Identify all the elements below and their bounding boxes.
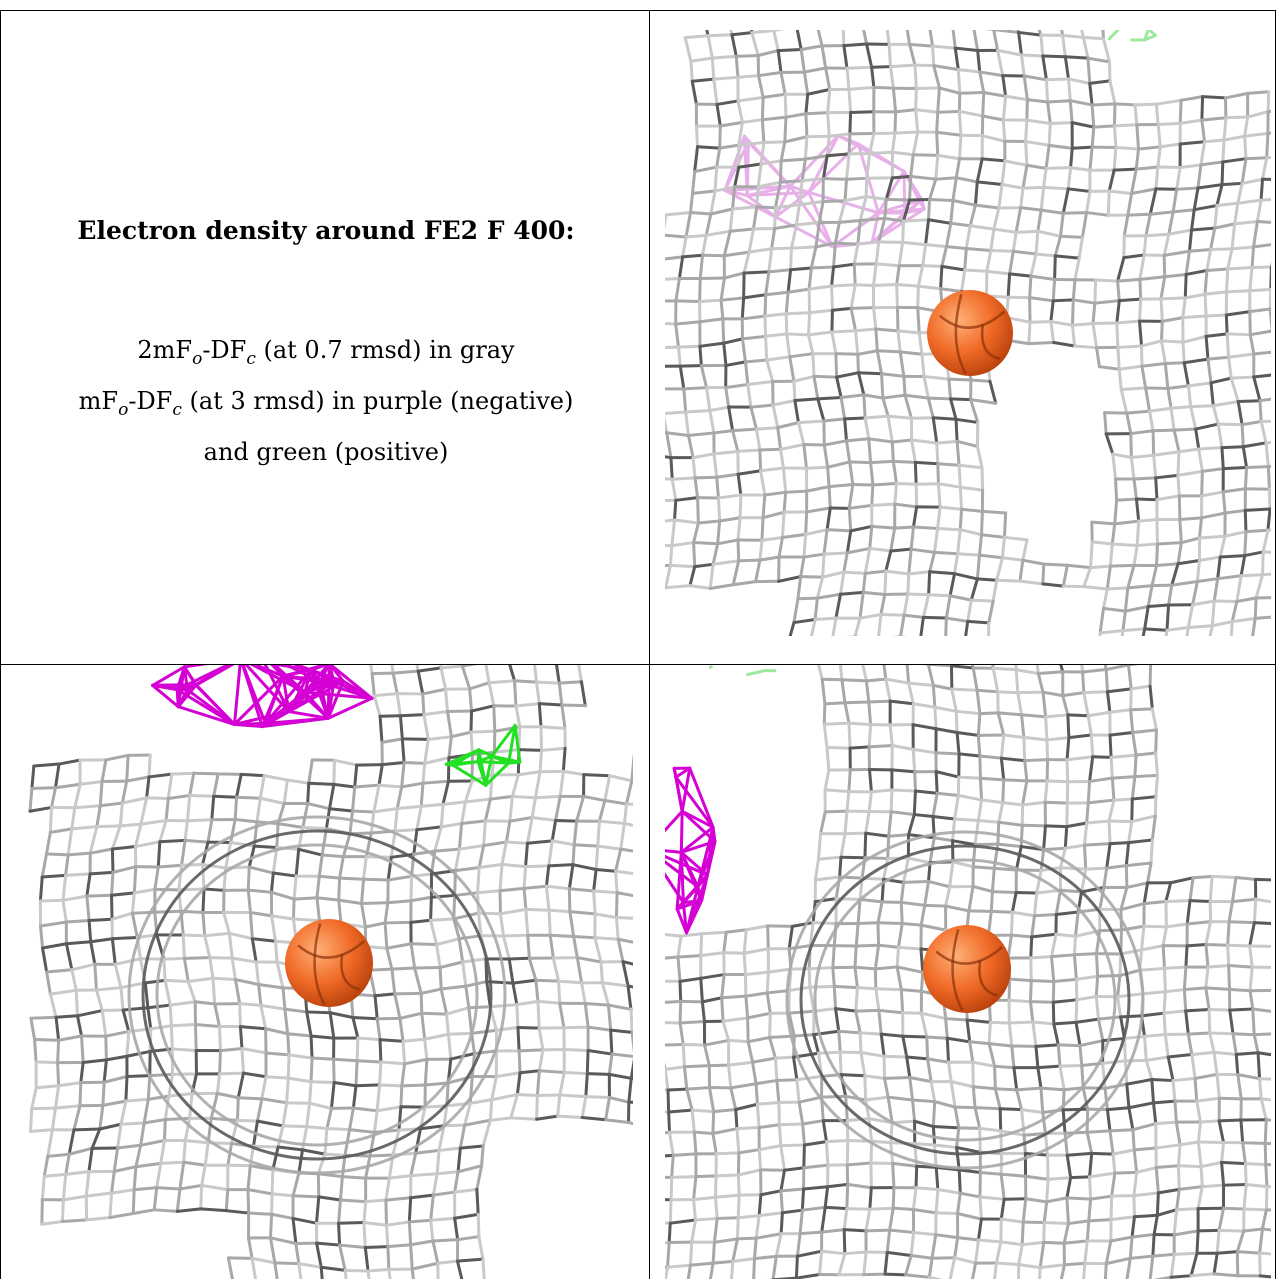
border-left: [0, 10, 1, 1279]
border-middle-horizontal: [0, 664, 1276, 665]
legend: 2mFo-DFc (at 0.7 rmsd) in gray mFo-DFc (…: [1, 329, 649, 473]
negative-density-purple: [665, 766, 717, 935]
positive-density-green: [444, 723, 522, 787]
fe-atom-sphere: [285, 919, 373, 1007]
fe-atom-sphere: [923, 925, 1011, 1013]
legend-line-gray: 2mFo-DFc (at 0.7 rmsd) in gray: [137, 336, 515, 369]
caption-cell: Electron density around FE2 F 400: 2mFo-…: [1, 11, 649, 664]
border-middle-vertical: [649, 10, 650, 1279]
legend-line-positive: and green (positive): [203, 437, 449, 466]
gray-density-mesh: [665, 665, 1271, 1279]
border-top: [0, 10, 1276, 11]
positive-density-faint: [1107, 30, 1157, 42]
density-panel-top-right: [665, 30, 1271, 636]
positive-density-faint: [708, 665, 777, 677]
density-map-view-2: [28, 665, 633, 1279]
gray-density-mesh: [665, 30, 1271, 636]
density-map-view-3: [665, 665, 1271, 1279]
gray-density-mesh: [28, 665, 633, 1279]
density-panel-bottom-left: [27, 665, 633, 1279]
fe-atom-sphere: [927, 290, 1013, 376]
negative-density-purple: [151, 665, 374, 729]
density-panel-bottom-right: [665, 665, 1271, 1279]
density-map-view-1: [665, 30, 1271, 636]
figure-title: Electron density around FE2 F 400:: [77, 216, 575, 245]
legend-line-difference: mFo-DFc (at 3 rmsd) in purple (negative): [78, 386, 574, 420]
